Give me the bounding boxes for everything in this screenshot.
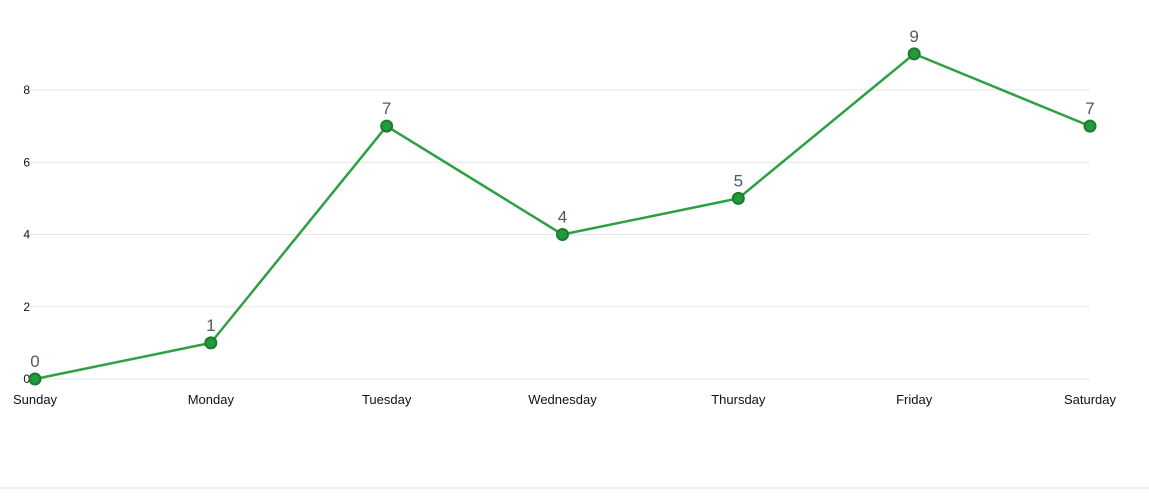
data-point[interactable] [556, 228, 569, 241]
y-tick-label: 0 [23, 372, 30, 386]
data-point[interactable] [907, 47, 921, 61]
x-tick-label: Saturday [1064, 392, 1117, 407]
data-point[interactable] [28, 372, 42, 386]
data-labels: 0 1 7 4 5 9 7 [30, 27, 1094, 371]
data-label: 4 [558, 208, 567, 227]
x-tick-label: Thursday [711, 392, 766, 407]
data-point[interactable] [731, 191, 745, 205]
y-axis-ticks: 0 2 4 6 8 [23, 83, 30, 386]
data-point[interactable] [204, 336, 218, 350]
data-label: 5 [734, 171, 743, 190]
x-axis-ticks: Sunday Monday Tuesday Wednesday Thursday Frid… [13, 392, 1117, 407]
x-tick-label: Wednesday [528, 392, 597, 407]
x-tick-label: Tuesday [362, 392, 412, 407]
x-tick-label: Monday [188, 392, 235, 407]
data-label: 1 [206, 316, 215, 335]
y-tick-label: 4 [23, 228, 30, 242]
data-point[interactable] [1083, 119, 1097, 133]
y-tick-label: 2 [23, 300, 30, 314]
data-point[interactable] [380, 119, 394, 133]
x-tick-label: Friday [896, 392, 933, 407]
data-label: 0 [30, 352, 39, 371]
y-tick-label: 6 [23, 155, 30, 169]
data-label: 7 [1085, 99, 1094, 118]
data-label: 9 [909, 27, 918, 46]
y-tick-label: 8 [23, 83, 30, 97]
data-label: 7 [382, 99, 391, 118]
series-layer [28, 47, 1097, 386]
x-tick-label: Sunday [13, 392, 58, 407]
